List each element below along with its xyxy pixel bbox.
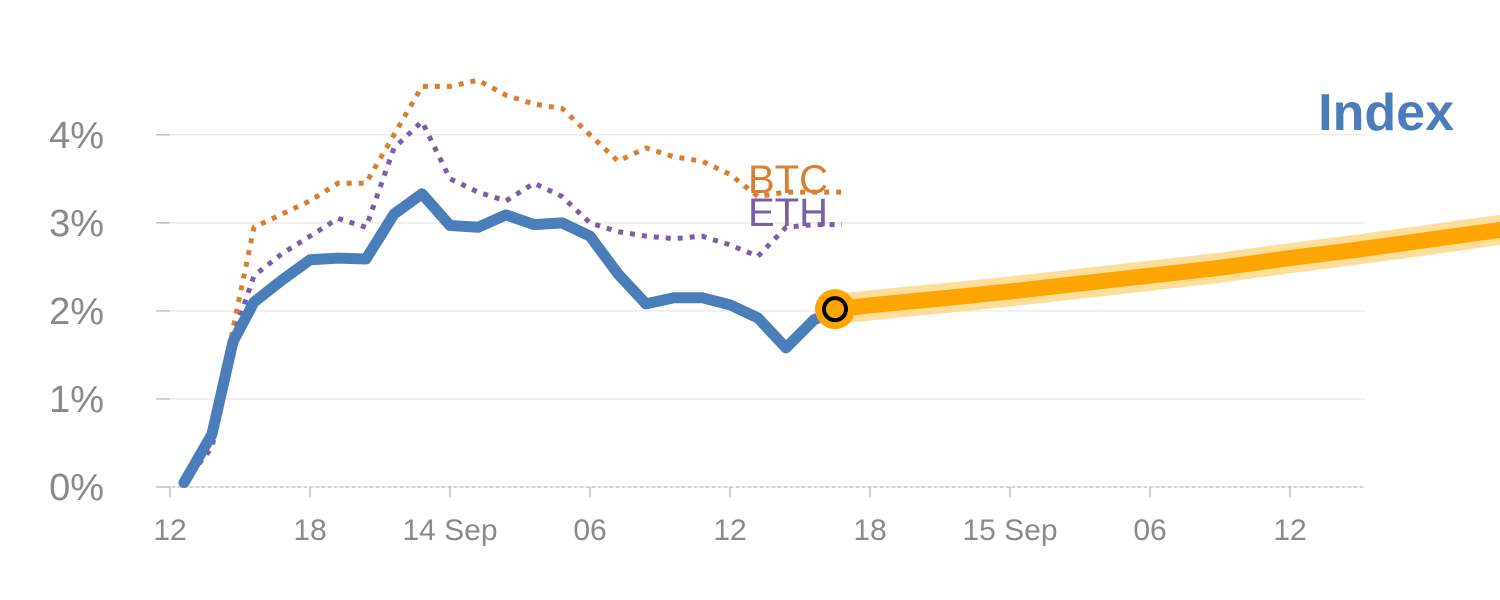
y-tick-label: 4% [49,115,104,157]
labels: BTC ETH Index [748,84,1454,235]
series-layer [178,77,1500,489]
x-tick-label: 18 [293,514,326,547]
x-tick-label: 12 [1273,514,1306,547]
y-tick-label: 0% [49,467,104,509]
y-tick-label: 2% [49,291,104,333]
x-tick-label: 06 [1133,514,1166,547]
forecast-line [827,221,1500,318]
axes: 0% 1% 2% 3% 4% 12 18 14 Sep 06 12 18 15 Sep 06 12 [49,115,1365,547]
x-tick-label: 12 [153,514,186,547]
y-tick-label: 1% [49,379,104,421]
y-tick-label: 3% [49,203,104,245]
series-line-eth [182,119,842,485]
series-line-btc [181,77,842,485]
current-point-marker [822,296,848,323]
chart-title: Index [1318,84,1454,142]
x-tick-label: 06 [573,514,606,547]
x-tick-label: 12 [713,514,746,547]
x-tick-label: 15 Sep [962,514,1057,547]
series-line-index [178,188,848,489]
series-label-eth: ETH [748,191,828,235]
x-tick-label: 14 Sep [402,514,497,547]
series-label-btc: BTC [748,158,828,202]
x-tick-label: 18 [853,514,886,547]
